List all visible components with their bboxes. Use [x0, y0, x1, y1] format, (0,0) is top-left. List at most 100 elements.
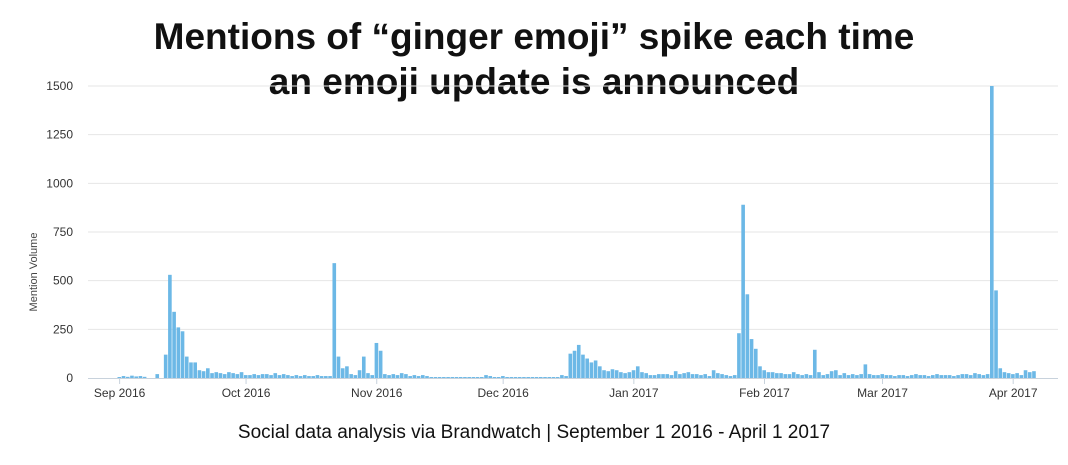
bar — [252, 374, 256, 378]
bar — [492, 377, 497, 378]
bar — [918, 375, 922, 378]
bar — [745, 294, 750, 378]
bar — [871, 375, 876, 378]
bar — [265, 374, 269, 378]
y-axis-label: Mention Volume — [28, 233, 40, 312]
bar — [576, 344, 581, 378]
bar — [180, 331, 185, 378]
bar — [880, 374, 885, 378]
bars — [117, 86, 1036, 378]
bar — [564, 376, 568, 378]
bar — [399, 373, 404, 378]
bar — [985, 374, 990, 378]
bar — [336, 356, 341, 378]
y-tick-label: 1500 — [46, 79, 73, 93]
bar — [1002, 372, 1007, 378]
bar — [387, 375, 391, 378]
bar — [812, 349, 817, 378]
bar — [657, 374, 661, 378]
bar — [606, 371, 611, 378]
bar — [964, 374, 969, 378]
bar — [931, 375, 935, 378]
bar — [766, 372, 771, 378]
y-tick-label: 750 — [53, 225, 73, 239]
bar — [728, 376, 733, 378]
bar — [901, 375, 906, 378]
bar — [673, 371, 678, 378]
bar — [686, 372, 691, 378]
bar — [821, 375, 826, 378]
bar — [619, 372, 623, 378]
bar — [732, 375, 737, 378]
bar — [1027, 372, 1032, 378]
bar — [922, 375, 927, 378]
bar — [269, 375, 273, 378]
bar — [749, 339, 754, 378]
bar — [526, 377, 530, 378]
bar — [838, 375, 842, 378]
bar — [808, 375, 813, 378]
bar — [665, 374, 670, 378]
bar — [463, 377, 467, 378]
bar — [981, 375, 986, 378]
bar — [206, 368, 210, 378]
bar — [163, 354, 168, 378]
bar — [420, 375, 425, 378]
bar — [138, 376, 143, 378]
bar — [383, 374, 387, 378]
bar — [876, 375, 880, 378]
bar — [404, 374, 408, 378]
bar — [117, 377, 122, 378]
bar — [914, 374, 918, 378]
bar — [694, 374, 699, 378]
bar — [825, 374, 830, 378]
bar — [990, 86, 994, 378]
bar — [829, 371, 834, 378]
bar — [391, 374, 396, 378]
bar — [614, 370, 619, 378]
bar — [850, 374, 855, 378]
bar — [973, 373, 977, 378]
bar — [863, 364, 868, 378]
bar — [222, 374, 227, 378]
bar — [707, 376, 712, 378]
bar — [867, 374, 872, 378]
x-tick-label: Feb 2017 — [739, 386, 790, 400]
chart-subtitle: Social data analysis via Brandwatch | Se… — [237, 422, 831, 443]
y-tick-label: 500 — [53, 274, 73, 288]
bar — [425, 376, 429, 378]
bar — [248, 375, 252, 378]
x-tick-label: Dec 2016 — [477, 386, 529, 400]
bar — [551, 377, 556, 378]
bar — [1032, 371, 1036, 378]
bar — [783, 374, 788, 378]
chart-title: Mentions of “ginger emoji” spike each ti… — [0, 14, 1068, 104]
bar — [429, 377, 434, 378]
bar — [648, 375, 653, 378]
bar — [859, 374, 863, 378]
bar — [370, 375, 375, 378]
bar — [977, 374, 981, 378]
bar — [193, 362, 197, 378]
bar — [501, 376, 505, 378]
bar — [235, 374, 240, 378]
bar — [753, 348, 758, 378]
bar — [239, 372, 244, 378]
bar — [572, 350, 577, 378]
bar — [661, 374, 665, 378]
bar — [450, 377, 455, 378]
x-tick-label: Mar 2017 — [857, 386, 908, 400]
bar — [471, 377, 476, 378]
bar — [479, 377, 484, 378]
bar — [446, 377, 450, 378]
x-tick-label: Jan 2017 — [609, 386, 659, 400]
bar — [214, 372, 219, 378]
bar — [716, 373, 720, 378]
bar — [547, 377, 552, 378]
bar — [227, 372, 231, 378]
bar — [328, 376, 332, 378]
bar — [231, 373, 235, 378]
bar — [952, 376, 956, 378]
x-tick-label: Oct 2016 — [222, 386, 271, 400]
y-tick-label: 1250 — [46, 128, 73, 142]
